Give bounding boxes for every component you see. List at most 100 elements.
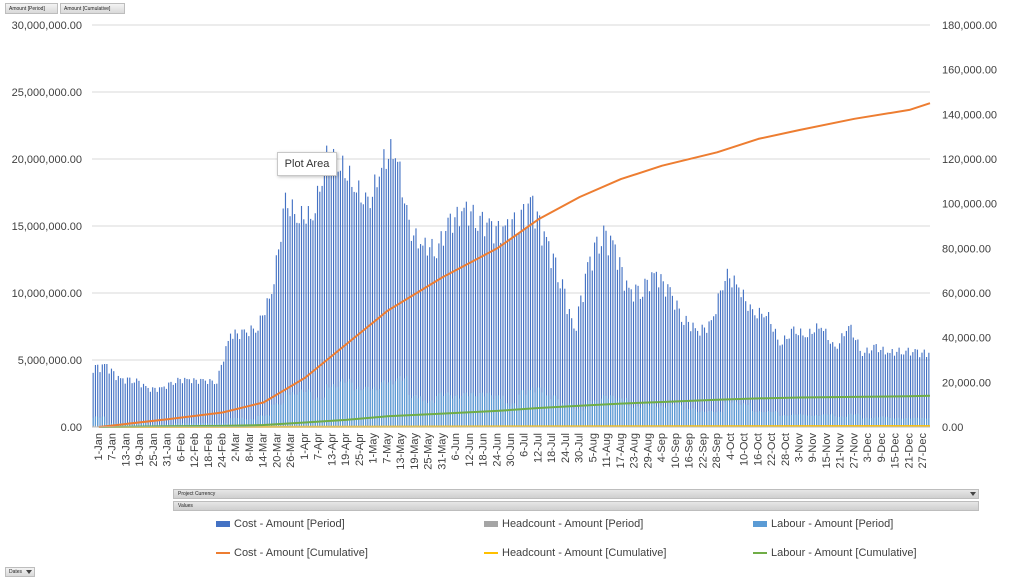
cost-period-bar <box>165 388 167 427</box>
cost-period-bar <box>900 354 902 427</box>
chevron-down-icon[interactable] <box>970 492 976 496</box>
cost-period-bar <box>664 296 667 427</box>
cost-period-bar <box>255 332 257 427</box>
cost-period-bar <box>511 219 513 427</box>
y2-tick-label: 40,000.00 <box>942 333 991 345</box>
labour-period-bar <box>328 387 330 427</box>
labour-period-bar <box>836 417 838 427</box>
labour-period-bar <box>140 423 142 427</box>
cost-period-bar <box>321 185 323 427</box>
cost-period-bar <box>163 386 165 427</box>
labour-period-bar <box>598 403 600 427</box>
labour-period-bar <box>362 389 364 427</box>
cost-period-bar <box>449 213 451 427</box>
y2-tick-label: 140,000.00 <box>942 109 997 121</box>
labour-period-bar <box>353 390 355 427</box>
cost-period-bar <box>353 191 355 427</box>
labour-period-bar <box>177 422 179 427</box>
cost-period-bar <box>417 248 419 427</box>
project-currency-filter[interactable]: Project Currency <box>173 489 979 499</box>
cost-period-bar <box>513 212 516 427</box>
cost-period-bar <box>488 218 490 427</box>
cost-period-bar <box>582 302 584 427</box>
x-tick-label: 19-May <box>409 433 421 470</box>
labour-period-bar <box>813 415 815 427</box>
cost-period-bar <box>399 161 401 427</box>
cost-period-bar <box>218 370 220 427</box>
labour-period-bar <box>893 418 896 427</box>
labour-period-bar <box>587 400 589 427</box>
cost-period-bar <box>797 335 799 427</box>
cost-period-bar <box>131 383 133 427</box>
cost-period-bar <box>912 352 914 427</box>
cost-period-bar <box>845 330 848 427</box>
labour-period-bar <box>97 416 99 427</box>
dates-filter-button[interactable]: Dates <box>5 567 35 577</box>
labour-period-bar <box>99 417 101 427</box>
cost-period-bar <box>564 288 566 427</box>
labour-period-bar <box>642 405 644 427</box>
labour-period-bar <box>765 412 767 427</box>
cost-period-bar <box>156 391 158 427</box>
labour-period-bar <box>855 414 857 427</box>
labour-period-bar <box>694 409 696 427</box>
labour-period-bar <box>790 414 793 427</box>
labour-period-bar <box>561 403 564 427</box>
labour-period-bar <box>532 387 534 427</box>
cost-period-bar <box>365 192 367 427</box>
cost-period-bar <box>282 208 284 427</box>
labour-period-bar <box>367 386 369 427</box>
y2-tick-label: 20,000.00 <box>942 377 991 389</box>
labour-period-bar <box>264 415 266 427</box>
cost-period-bar <box>779 345 781 427</box>
gridlines <box>92 24 930 428</box>
cost-period-bar <box>800 328 802 427</box>
cost-period-bar <box>145 385 147 427</box>
labour-period-bar <box>465 392 467 427</box>
cost-period-bar <box>706 332 708 427</box>
cost-period-bar <box>605 230 607 427</box>
labour-period-bar <box>866 417 868 427</box>
labour-period-bar <box>326 384 328 427</box>
labour-period-bar <box>259 414 261 427</box>
cost-period-bar <box>248 336 250 427</box>
x-tick-label: 25-May <box>423 433 435 470</box>
y-tick-label: 20,000,000.00 <box>12 154 82 166</box>
labour-period-bar <box>131 423 133 427</box>
labour-period-bar <box>662 406 664 427</box>
y2-tick-label: 180,000.00 <box>942 20 997 32</box>
field-button-amount-cumulative[interactable]: Amount [Cumulative] <box>60 3 125 14</box>
labour-period-bar <box>243 418 245 427</box>
cost-period-bar <box>223 361 225 427</box>
x-tick-label: 6-Jul <box>519 433 531 457</box>
cost-period-bar <box>433 256 435 427</box>
labour-period-bar <box>770 412 772 427</box>
cost-period-bar <box>172 384 174 427</box>
cost-period-bar <box>184 377 186 427</box>
labour-period-bar <box>239 418 241 427</box>
labour-period-bar <box>449 395 451 427</box>
cost-period-bar <box>289 216 291 427</box>
cost-period-bar <box>788 338 790 427</box>
labour-period-bar <box>738 404 740 427</box>
labour-period-bar <box>674 405 676 427</box>
field-button-amount-period[interactable]: Amount [Period] <box>5 3 58 14</box>
labour-period-bar <box>683 409 685 427</box>
labour-period-bar <box>564 403 566 427</box>
labour-period-bar <box>174 423 177 427</box>
cost-period-bar <box>371 196 374 427</box>
labour-period-bar <box>708 410 710 427</box>
cost-period-bar <box>852 337 854 427</box>
y-axis-secondary: 0.00 20,000.00 40,000.00 60,000.00 80,000.00… <box>942 20 997 434</box>
cost-period-bar <box>848 326 850 427</box>
cost-period-bar <box>658 287 660 427</box>
labour-period-bar <box>703 411 706 427</box>
labour-period-bar <box>408 394 410 427</box>
labour-period-bar <box>506 403 509 427</box>
labour-period-bar <box>278 404 280 427</box>
cost-period-bar <box>774 328 777 427</box>
labour-period-bar <box>582 410 584 427</box>
labour-period-bar <box>623 400 625 427</box>
values-field[interactable]: Values <box>173 501 979 511</box>
cost-period-bar <box>630 289 632 427</box>
